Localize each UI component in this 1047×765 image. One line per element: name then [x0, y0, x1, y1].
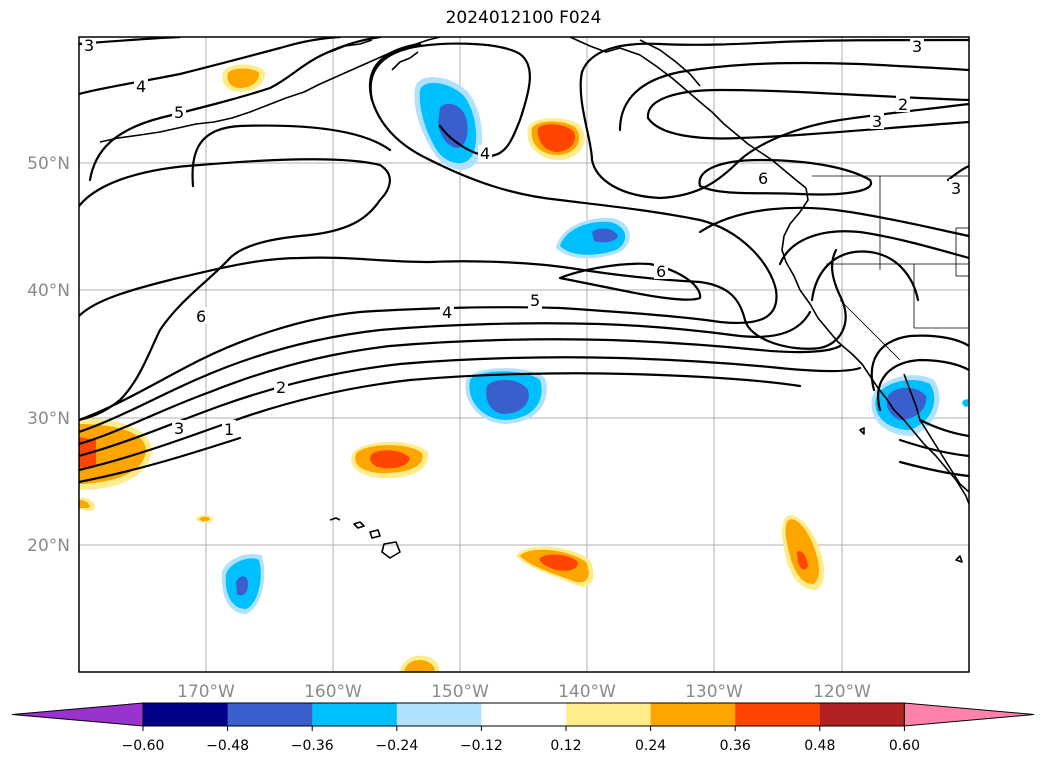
colorbar-tick-label: 0.24 [635, 738, 666, 754]
lon-label-150w: 150°W [431, 682, 489, 702]
colorbar-tick-label: 0.48 [804, 738, 835, 754]
contour-label: 6 [758, 169, 768, 188]
anomaly-south-blue [221, 553, 265, 614]
colorbar-extend-low [11, 702, 144, 727]
contour-label: 5 [530, 291, 540, 310]
colorbar-swatch [227, 703, 313, 726]
contour-labels: 3 4 5 4 6 5 4 6 3 2 1 6 3 2 [82, 36, 963, 439]
lat-label-20n: 20°N [27, 536, 70, 556]
contour-label: 3 [872, 112, 882, 131]
map-frame [78, 36, 970, 673]
anomaly-south-red [516, 546, 594, 587]
colorbar-tick-label: 0.12 [550, 738, 581, 754]
contour-label: 4 [442, 303, 452, 322]
anomaly-bottom-orange [400, 655, 440, 672]
anomaly-hawaii-north-orange [351, 441, 429, 479]
contour-label: 3 [951, 179, 961, 198]
lon-label-160w: 160°W [304, 682, 362, 702]
political-borders [812, 175, 969, 361]
colorbar-swatch [312, 703, 398, 726]
colorbar-swatch [143, 703, 229, 726]
contour-label: 6 [196, 307, 206, 326]
colorbar-outline [142, 702, 905, 727]
anomaly-gulf-red [527, 118, 585, 160]
colorbar-tick-label: 0.60 [889, 738, 920, 754]
colorbar: −0.60 −0.48 −0.36 −0.24 −0.12 0.12 0.24 0.36 0.4… [11, 702, 1035, 754]
contour-label: 6 [656, 262, 666, 281]
map-title: 2024012100 F024 [445, 8, 602, 28]
colorbar-swatch [566, 703, 652, 726]
colorbar-swatch [396, 703, 482, 726]
contour-label: 5 [174, 103, 184, 122]
contour-label: 3 [84, 36, 94, 55]
colorbar-tick-label: −0.36 [291, 738, 334, 754]
colorbar-swatch [650, 703, 736, 726]
contour-lines [79, 37, 969, 484]
lat-label-40n: 40°N [27, 281, 70, 301]
contour-label: 1 [224, 420, 234, 439]
lon-label-140w: 140°W [558, 682, 616, 702]
lat-label-50n: 50°N [27, 154, 70, 174]
anomaly-center-blue [465, 368, 547, 424]
contour-label: 3 [912, 37, 922, 56]
colorbar-tick-label: −0.60 [122, 738, 165, 754]
contour-label: 3 [174, 419, 184, 438]
latitude-labels: 50°N 40°N 30°N 20°N [27, 154, 70, 556]
colorbar-tick-label: −0.24 [375, 738, 418, 754]
anomaly-aleutian-orange [222, 64, 266, 92]
colorbar-extend-high [903, 702, 1035, 727]
contour-label: 2 [276, 378, 286, 397]
anomaly-mexico-orange [781, 515, 825, 590]
lon-label-130w: 130°W [685, 682, 743, 702]
anomaly-mid-blue [556, 217, 630, 259]
colorbar-tick-label: −0.12 [460, 738, 503, 754]
contour-label: 2 [898, 95, 908, 114]
colorbar-tick-label: −0.48 [206, 738, 249, 754]
lat-label-30n: 30°N [27, 409, 70, 429]
colorbar-swatch [481, 703, 567, 726]
colorbar-swatch [735, 703, 821, 726]
longitude-labels: 170°W 160°W 150°W 140°W 130°W 120°W [177, 682, 871, 702]
contour-label: 4 [136, 77, 146, 96]
colorbar-swatch [819, 703, 905, 726]
lon-label-170w: 170°W [177, 682, 235, 702]
anomaly-gulf-blue [414, 77, 483, 170]
lon-label-120w: 120°W [813, 682, 871, 702]
contour-label: 4 [480, 144, 490, 163]
colorbar-tick-label: 0.36 [720, 738, 751, 754]
shaded-anomalies [79, 64, 969, 672]
anomaly-small-orange [196, 514, 213, 524]
